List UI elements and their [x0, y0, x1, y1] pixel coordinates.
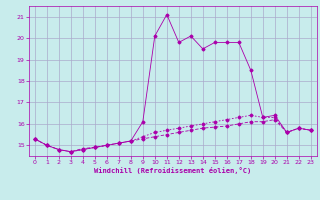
X-axis label: Windchill (Refroidissement éolien,°C): Windchill (Refroidissement éolien,°C)	[94, 167, 252, 174]
